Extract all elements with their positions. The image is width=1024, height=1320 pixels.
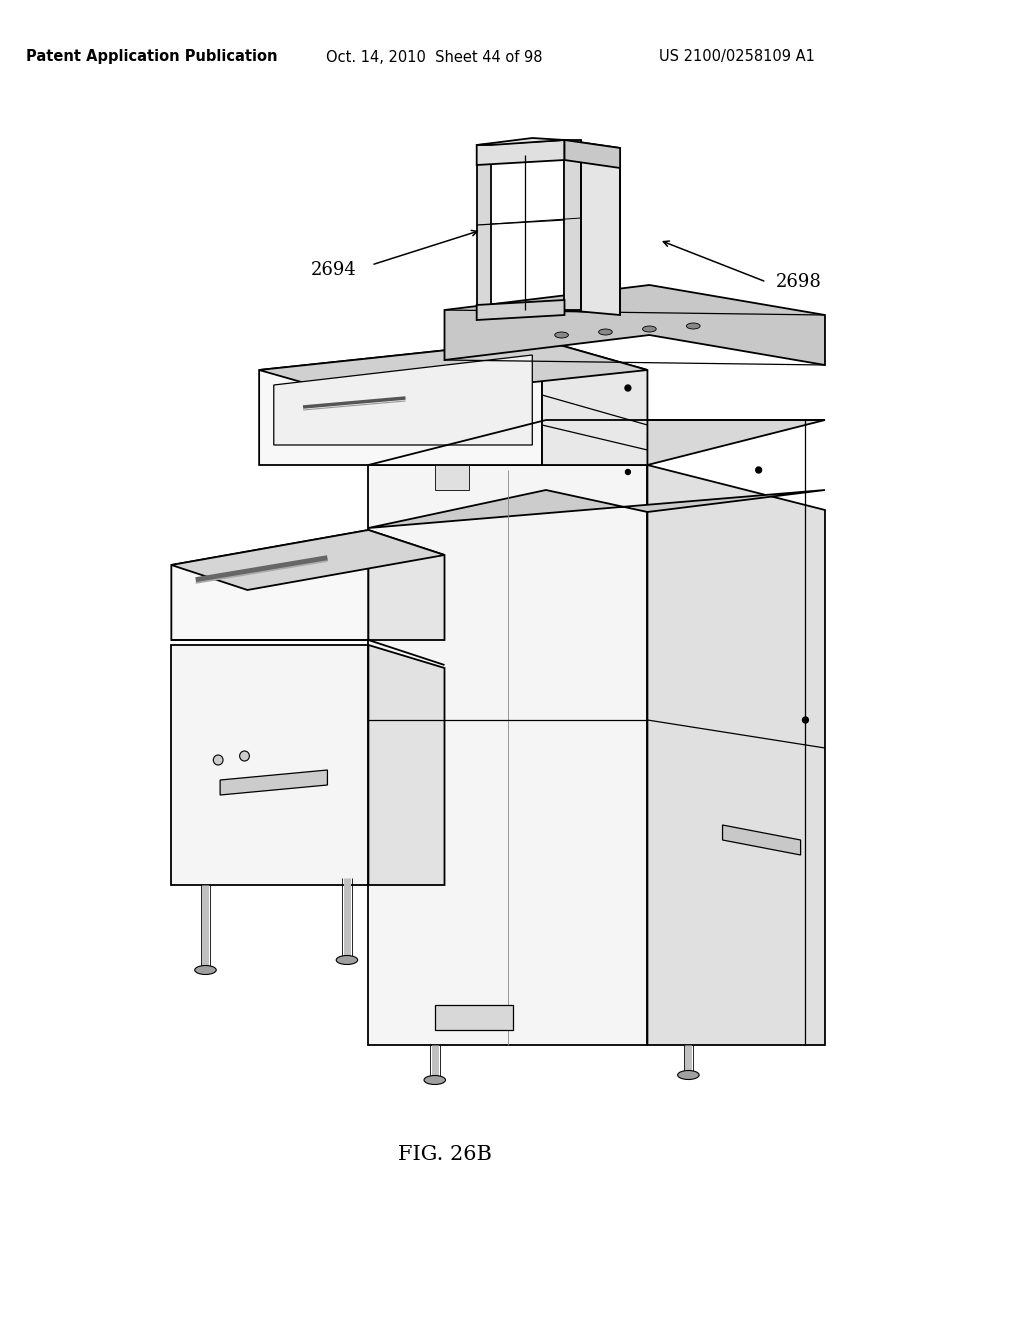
- Polygon shape: [542, 341, 647, 465]
- Text: 2698: 2698: [776, 273, 822, 290]
- Text: US 2100/0258109 A1: US 2100/0258109 A1: [659, 49, 815, 65]
- Ellipse shape: [642, 326, 656, 333]
- Polygon shape: [564, 140, 621, 168]
- Circle shape: [213, 755, 223, 766]
- Polygon shape: [477, 300, 564, 319]
- Polygon shape: [435, 1005, 513, 1030]
- Polygon shape: [564, 140, 621, 315]
- Polygon shape: [369, 490, 825, 528]
- Polygon shape: [647, 465, 825, 1045]
- Polygon shape: [369, 645, 444, 884]
- Ellipse shape: [424, 1076, 445, 1085]
- Polygon shape: [259, 341, 647, 400]
- Text: FIG. 26B: FIG. 26B: [397, 1146, 492, 1164]
- Polygon shape: [259, 341, 542, 465]
- Text: 2694: 2694: [311, 261, 356, 279]
- Polygon shape: [273, 355, 532, 445]
- Circle shape: [625, 385, 631, 391]
- Polygon shape: [171, 531, 444, 590]
- Circle shape: [803, 717, 808, 723]
- Text: Oct. 14, 2010  Sheet 44 of 98: Oct. 14, 2010 Sheet 44 of 98: [327, 49, 543, 65]
- Ellipse shape: [555, 333, 568, 338]
- Ellipse shape: [686, 323, 700, 329]
- Ellipse shape: [336, 956, 357, 965]
- Polygon shape: [220, 770, 328, 795]
- Polygon shape: [444, 285, 825, 366]
- Ellipse shape: [678, 1071, 699, 1080]
- Polygon shape: [171, 645, 369, 884]
- Ellipse shape: [599, 329, 612, 335]
- Polygon shape: [477, 139, 564, 145]
- Circle shape: [626, 470, 631, 474]
- Polygon shape: [369, 420, 825, 465]
- Polygon shape: [369, 531, 444, 640]
- Circle shape: [240, 751, 250, 762]
- Circle shape: [756, 467, 762, 473]
- Text: Patent Application Publication: Patent Application Publication: [26, 49, 278, 65]
- Polygon shape: [369, 465, 647, 1045]
- Polygon shape: [564, 140, 581, 310]
- Polygon shape: [477, 145, 492, 315]
- Polygon shape: [723, 825, 801, 855]
- Polygon shape: [477, 140, 564, 165]
- Ellipse shape: [195, 965, 216, 974]
- Polygon shape: [171, 531, 369, 640]
- Polygon shape: [435, 465, 469, 490]
